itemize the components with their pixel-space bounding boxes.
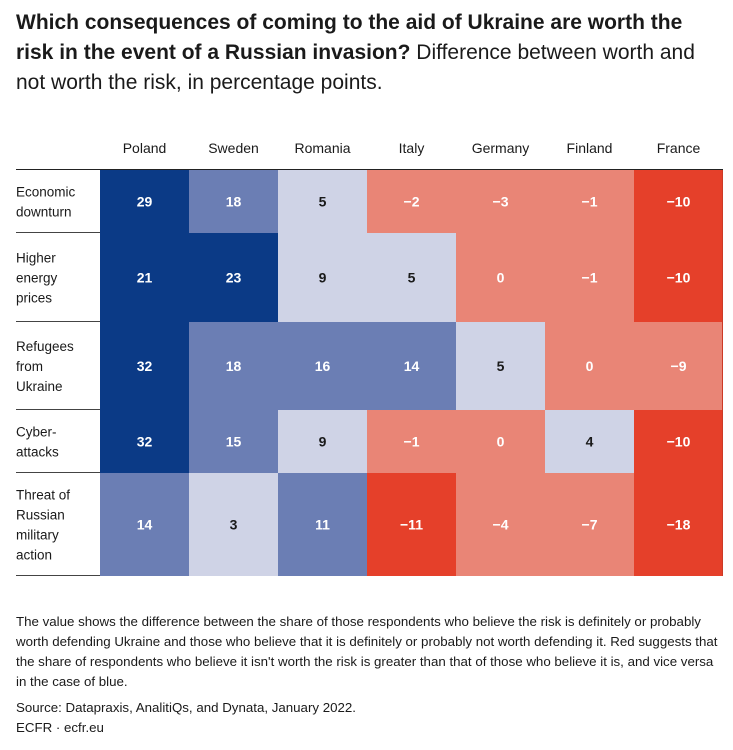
heatmap-cell	[189, 322, 278, 410]
heatmap-cell	[278, 322, 367, 410]
heatmap-cell	[100, 322, 189, 410]
cell-value-label: 5	[319, 194, 327, 210]
cell-value-label: 14	[137, 517, 153, 533]
cell-value-label: 3	[230, 517, 238, 533]
heatmap-cell	[545, 473, 634, 576]
chart-title: Which consequences of coming to the aid …	[16, 8, 721, 98]
heatmap-cell	[634, 322, 723, 410]
heatmap-cell	[278, 473, 367, 576]
heatmap-cell	[545, 170, 634, 233]
heatmap-cell	[189, 170, 278, 233]
heatmap-cell	[367, 322, 456, 410]
row-label: Economic downturn	[16, 185, 76, 220]
cell-value-label: −10	[667, 434, 691, 450]
heatmap-cell	[367, 410, 456, 473]
cell-value-label: 16	[315, 358, 331, 374]
cell-value-label: 32	[137, 434, 153, 450]
row-label: Cyber-attacks	[16, 425, 59, 460]
row-label: Refugees from Ukraine	[16, 339, 74, 394]
heatmap-cell	[278, 410, 367, 473]
cell-value-label: 32	[137, 358, 153, 374]
chart-note: The value shows the difference between t…	[16, 614, 718, 689]
heatmap-cell	[278, 233, 367, 322]
heatmap-cell	[367, 233, 456, 322]
cell-value-label: −10	[667, 270, 691, 286]
cell-value-label: −1	[404, 434, 420, 450]
cell-value-label: 0	[497, 434, 505, 450]
cell-value-label: 9	[319, 270, 327, 286]
column-header-poland: Poland	[123, 140, 167, 156]
heatmap-cell	[100, 170, 189, 233]
cell-value-label: 0	[497, 270, 505, 286]
heatmap-chart: Poland Sweden Romania Italy Germany Finland Fr…	[16, 140, 723, 576]
cell-value-label: 9	[319, 434, 327, 450]
cell-value-label: −11	[400, 517, 423, 533]
chart-source: Source: Datapraxis, AnalitiQs, and Dynat…	[16, 700, 356, 715]
row-label: Higher energy prices	[16, 251, 58, 306]
column-header-italy: Italy	[399, 140, 425, 156]
cell-value-label: 5	[408, 270, 416, 286]
title-bold: Which consequences of coming to the aid …	[16, 11, 683, 64]
heatmap-cell	[456, 473, 545, 576]
heatmap-cell	[634, 233, 723, 322]
row-label: Threat of Russian military action	[16, 488, 70, 563]
heatmap-cell	[456, 170, 545, 233]
heatmap-cell	[456, 233, 545, 322]
cell-value-label: −2	[404, 194, 420, 210]
cell-value-label: 29	[137, 194, 153, 210]
heatmap-cell	[189, 473, 278, 576]
heatmap-cell	[100, 473, 189, 576]
cell-value-label: 0	[586, 358, 594, 374]
heatmap-cell	[545, 322, 634, 410]
cell-value-label: 21	[137, 270, 153, 286]
heatmap-cell	[634, 170, 723, 233]
heatmap-cell	[278, 170, 367, 233]
cell-value-label: 18	[226, 358, 242, 374]
column-header-germany: Germany	[472, 140, 530, 156]
column-header-france: France	[657, 140, 701, 156]
cell-value-label: −1	[582, 270, 598, 286]
heatmap-cell	[634, 473, 723, 576]
heatmap-cell	[634, 410, 723, 473]
cell-value-label: −3	[493, 194, 509, 210]
column-header-sweden: Sweden	[208, 140, 259, 156]
cell-value-label: 18	[226, 194, 242, 210]
chart-footer: ECFR · ecfr.eu	[16, 720, 104, 735]
heatmap-cell	[456, 322, 545, 410]
cell-value-label: −7	[582, 517, 598, 533]
cell-value-label: 14	[404, 358, 420, 374]
cell-value-label: −10	[667, 194, 691, 210]
heatmap-cell	[367, 170, 456, 233]
cell-value-label: 15	[226, 434, 242, 450]
cell-value-label: 11	[315, 517, 330, 533]
heatmap-cell	[100, 233, 189, 322]
heatmap-cell	[189, 233, 278, 322]
column-header-finland: Finland	[567, 140, 613, 156]
cell-value-label: 5	[497, 358, 505, 374]
heatmap-cell	[456, 410, 545, 473]
cell-value-label: −18	[667, 517, 691, 533]
column-header-romania: Romania	[294, 140, 350, 156]
heatmap-cell	[545, 410, 634, 473]
heatmap-cell	[367, 473, 456, 576]
cell-value-label: −1	[582, 194, 598, 210]
cell-value-label: 4	[586, 434, 594, 450]
chart-subtitle: Difference between worth and not worth t…	[16, 41, 695, 94]
cell-value-label: −9	[671, 358, 687, 374]
cell-value-label: 23	[226, 270, 242, 286]
heatmap-cell	[545, 233, 634, 322]
heatmap-cell	[100, 410, 189, 473]
heatmap-cell	[189, 410, 278, 473]
cell-value-label: −4	[493, 517, 509, 533]
